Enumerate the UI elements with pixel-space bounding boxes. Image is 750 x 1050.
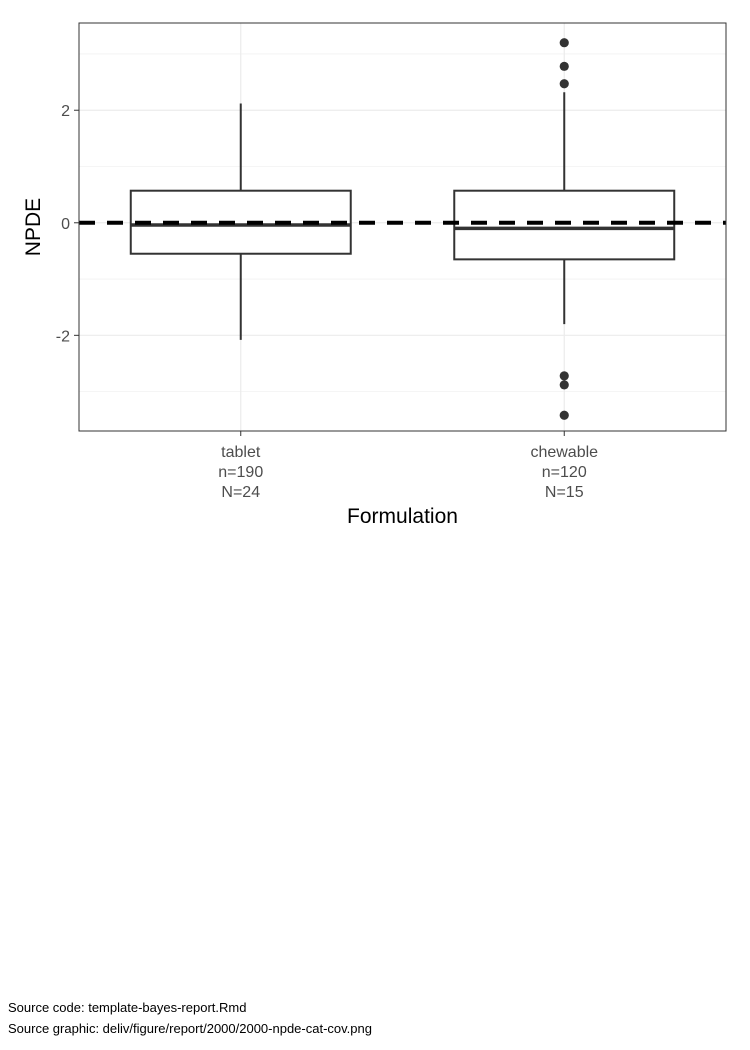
boxplots [129, 38, 676, 420]
npde-boxplot: -2 0 2 tablet n=190 N=24 chewable n=120 N=15 NPD… [22, 22, 727, 528]
y-tick-label: -2 [56, 328, 70, 345]
outlier-point [559, 61, 569, 71]
x-tick-label: tablet [221, 444, 261, 461]
x-axis-title: Formulation [347, 505, 458, 528]
x-tick-label: n=190 [218, 464, 263, 481]
x-tick-label: N=15 [545, 484, 584, 501]
x-tick-label: N=24 [221, 484, 260, 501]
iqr-box [453, 189, 676, 261]
boxplot-chewable [453, 38, 676, 420]
y-tick-label: 0 [61, 216, 70, 233]
outlier-point [559, 38, 569, 48]
x-tick-label: n=120 [542, 464, 587, 481]
panel-border [78, 22, 727, 432]
source-graphic-note: Source graphic: deliv/figure/report/2000… [8, 1021, 372, 1036]
x-tick-label: chewable [530, 444, 598, 461]
source-code-note: Source code: template-bayes-report.Rmd [8, 1000, 247, 1015]
outlier-point [559, 410, 569, 420]
outlier-point [559, 79, 569, 89]
y-axis-title: NPDE [22, 198, 45, 256]
outlier-point [559, 371, 569, 381]
outlier-point [559, 380, 569, 390]
axes: -2 0 2 tablet n=190 N=24 chewable n=120 N=15 [56, 103, 598, 501]
y-tick-label: 2 [61, 103, 70, 120]
